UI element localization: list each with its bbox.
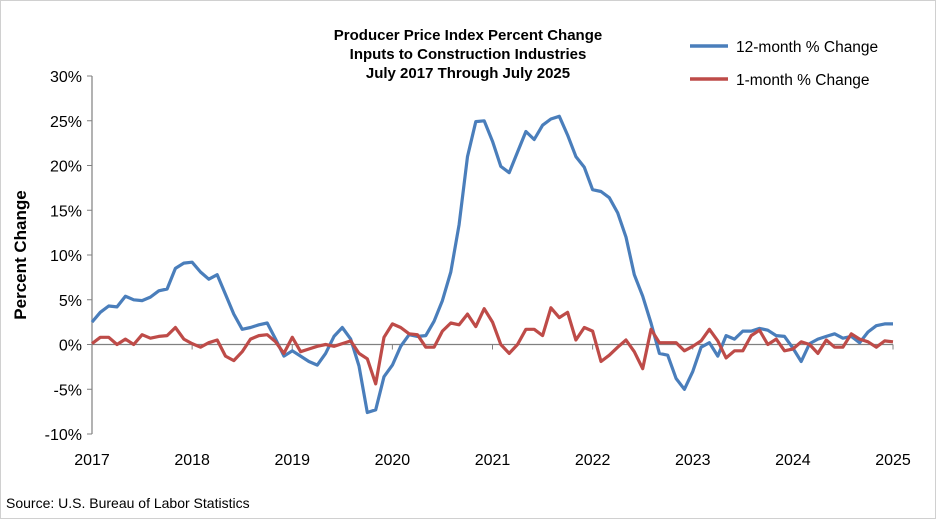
y-tick-label: 15% — [50, 203, 82, 220]
x-tick-label: 2020 — [375, 452, 411, 469]
y-tick-label: 0% — [59, 338, 82, 355]
x-tick-label: 2022 — [575, 452, 611, 469]
y-tick-label: -10% — [45, 427, 82, 444]
legend-label-1-month: 1-month % Change — [736, 72, 870, 89]
x-tick-label: 2018 — [174, 452, 210, 469]
chart-title-line-1: Producer Price Index Percent Change — [334, 27, 602, 44]
legend-label-12-month: 12-month % Change — [736, 39, 878, 56]
x-tick-label: 2025 — [875, 452, 911, 469]
y-tick-label: -5% — [54, 382, 82, 399]
chart-title-line-2: Inputs to Construction Industries — [350, 46, 587, 63]
series-line-1-month — [91, 306, 894, 386]
x-tick-label: 2019 — [274, 452, 310, 469]
series-line-12-month — [90, 114, 893, 415]
y-tick-label: 30% — [50, 69, 82, 86]
x-tick-label: 2021 — [475, 452, 511, 469]
y-tick-label: 25% — [50, 114, 82, 131]
x-tick-label: 2017 — [74, 452, 110, 469]
x-tick-label: 2023 — [675, 452, 711, 469]
y-axis-label: Percent Change — [11, 190, 30, 319]
y-tick-label: 20% — [50, 159, 82, 176]
chart-title-line-3: July 2017 Through July 2025 — [366, 65, 570, 82]
source-note: Source: U.S. Bureau of Labor Statistics — [6, 495, 250, 511]
y-tick-label: 5% — [59, 293, 82, 310]
x-tick-label: 2024 — [775, 452, 811, 469]
y-tick-label: 10% — [50, 248, 82, 265]
